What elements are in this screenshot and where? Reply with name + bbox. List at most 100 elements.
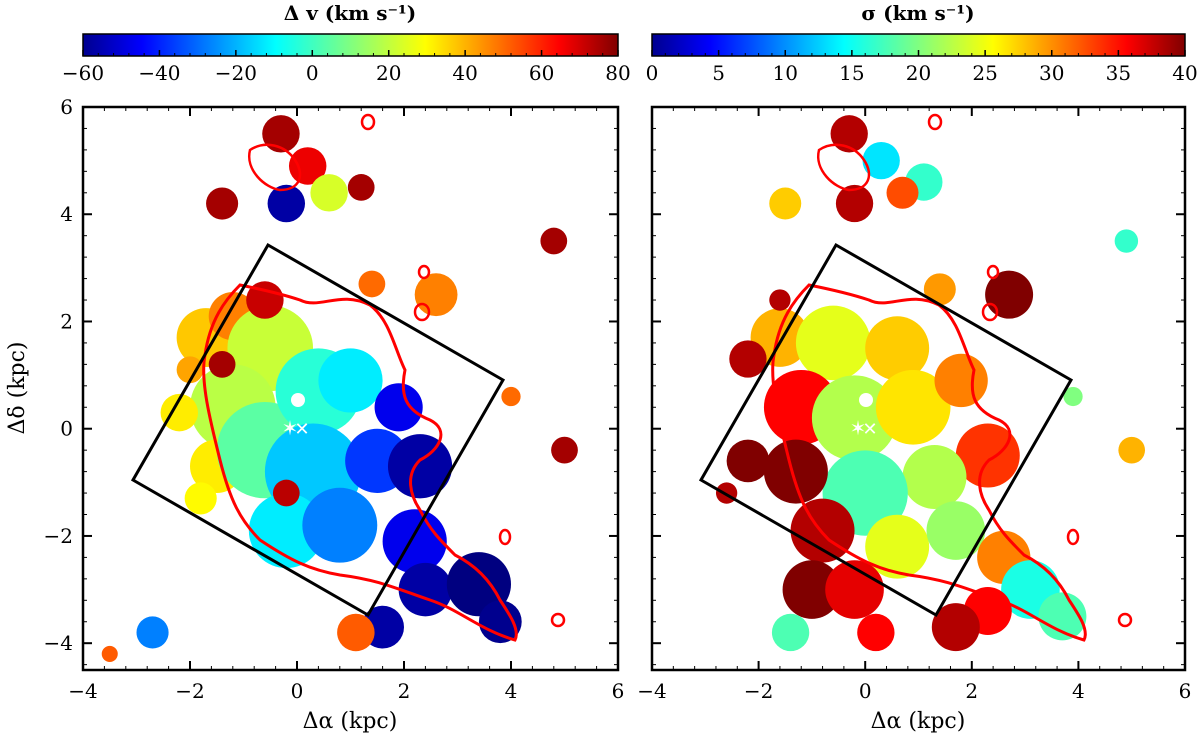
x-tick-label: −4 <box>68 679 97 703</box>
gas-contour <box>771 283 1087 642</box>
map-region <box>262 115 300 153</box>
dispersion-map <box>715 115 1146 652</box>
colorbar-tick-label: 35 <box>1106 61 1131 85</box>
colorbar-tick-label: 5 <box>712 61 725 85</box>
map-region <box>985 270 1034 319</box>
x-axis-label-velocity: Δα (kpc) <box>303 709 398 734</box>
map-region <box>136 616 169 649</box>
y-tick-label: −4 <box>44 631 73 655</box>
x-tick-label: 4 <box>505 679 518 703</box>
colorbar-tick-label: −60 <box>62 61 104 85</box>
map-region <box>862 141 900 180</box>
x-tick-label: −2 <box>744 679 773 703</box>
colorbar-ticks-dispersion: 0 5 10 15 20 25 30 35 40 <box>646 50 1198 85</box>
gas-contour-blob <box>413 302 431 322</box>
colorbar-tick-label: −20 <box>215 61 257 85</box>
map-region <box>101 645 118 662</box>
x-tick-label: 6 <box>612 679 625 703</box>
map-region <box>934 353 988 408</box>
x-tick-label: 0 <box>859 679 872 703</box>
map-region <box>865 316 930 381</box>
map-region <box>931 603 980 652</box>
star-marker: ✶ <box>850 416 867 440</box>
map-region <box>337 613 375 652</box>
map-region <box>1038 592 1087 641</box>
axis-ticks-dispersion: −4 −2 0 2 4 6 <box>637 106 1191 703</box>
map-region <box>208 350 236 378</box>
x-tick-label: 2 <box>965 679 978 703</box>
map-region <box>184 482 217 515</box>
colorbar-tick-label: 80 <box>605 61 630 85</box>
y-tick-label: 2 <box>60 309 73 333</box>
velocity-map <box>101 115 578 662</box>
gas-contour-blob <box>360 113 376 131</box>
map-region <box>830 115 868 153</box>
axes-border-dispersion <box>650 105 1187 672</box>
colorbar-tick-label: 10 <box>773 61 798 85</box>
x-tick-label: 0 <box>291 679 304 703</box>
colorbar-ticks-velocity: −60 −40 −20 0 20 40 60 80 <box>62 50 631 85</box>
map-region <box>763 439 828 504</box>
colorbar-tick-label: 40 <box>452 61 477 85</box>
map-region <box>551 436 578 464</box>
map-region <box>902 444 967 509</box>
map-region <box>811 375 898 461</box>
contour-overlay-dispersion: ✶ ✕ <box>698 113 1133 642</box>
contour-overlay-velocity: ✶ ✕ <box>130 113 566 642</box>
map-region <box>382 509 447 574</box>
x-tick-label: 4 <box>1072 679 1085 703</box>
y-tick-label: 4 <box>60 202 73 226</box>
map-region <box>246 281 284 319</box>
gas-contour-blob <box>927 113 943 131</box>
gas-contour-blob <box>417 264 431 280</box>
colorbar-label-dispersion: σ (km s⁻¹) <box>861 1 974 25</box>
map-region <box>398 562 453 617</box>
fov-box <box>130 242 506 618</box>
map-region <box>540 227 568 255</box>
nucleus-marker <box>291 393 305 407</box>
gas-contour-blob <box>1117 612 1133 628</box>
map-region <box>446 552 511 617</box>
map-region <box>347 174 375 201</box>
map-region <box>318 348 383 413</box>
fov-box <box>698 242 1074 618</box>
gas-contour-blob <box>986 264 1000 280</box>
map-region <box>771 613 810 652</box>
map-region <box>176 356 204 384</box>
map-region <box>795 305 871 381</box>
x-tick-label: 2 <box>398 679 411 703</box>
map-region <box>1114 229 1139 253</box>
map-region <box>414 273 458 317</box>
map-region <box>387 434 453 499</box>
gas-contour-north <box>247 143 302 192</box>
map-region <box>267 184 306 223</box>
map-region <box>926 501 986 560</box>
map-region <box>374 383 423 432</box>
star-marker: ✶ <box>282 416 299 440</box>
y-tick-label: −2 <box>44 524 73 548</box>
x-tick-label: −4 <box>637 679 666 703</box>
map-region <box>302 487 378 563</box>
map-region <box>478 600 522 644</box>
gas-contour-blob <box>550 612 566 628</box>
colorbar-tick-label: 40 <box>1172 61 1197 85</box>
colorbar-velocity <box>82 33 619 57</box>
colorbar-tick-label: 0 <box>646 61 659 85</box>
nucleus-marker <box>859 393 873 407</box>
map-region <box>782 560 842 619</box>
map-region <box>875 369 951 445</box>
map-region <box>835 184 874 223</box>
y-tick-label: 0 <box>60 417 73 441</box>
velocity-panel: Δ v (km s⁻¹) −60 −40 −20 0 20 40 60 80 ✶ ✕ −4 −2… <box>5 1 631 734</box>
dispersion-panel: σ (km s⁻¹) 0 5 10 15 20 25 30 35 40 ✶ ✕ −4 −2 0 2 4 6… <box>637 1 1197 734</box>
map-region <box>790 498 855 563</box>
map-region <box>726 439 770 483</box>
colorbar-tick-label: 0 <box>306 61 319 85</box>
colorbar-label-velocity: Δ v (km s⁻¹) <box>284 1 417 25</box>
gas-contour-blob <box>498 528 512 546</box>
map-region <box>310 174 348 212</box>
map-region <box>358 270 386 298</box>
map-region <box>729 340 767 378</box>
y-axis-label: Δδ (kpc) <box>5 341 30 434</box>
map-region <box>1118 436 1146 464</box>
